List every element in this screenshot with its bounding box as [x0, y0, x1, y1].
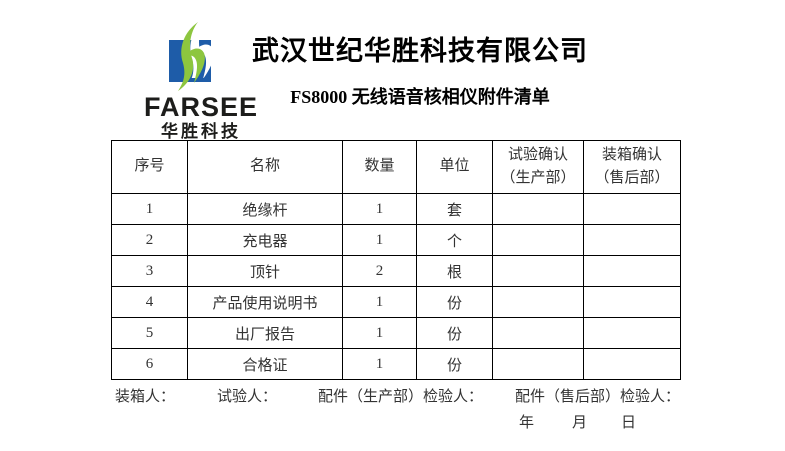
cell-qty: 1 — [342, 348, 417, 380]
cell-no: 6 — [111, 348, 188, 380]
cell-pack-confirm — [583, 348, 681, 380]
cell-test-confirm — [492, 193, 584, 225]
cell-unit: 套 — [416, 193, 493, 225]
farsee-logo-mark — [169, 22, 214, 91]
cell-test-confirm — [492, 317, 584, 349]
cell-qty: 1 — [342, 317, 417, 349]
table-row: 2 充电器 1 个 — [111, 224, 681, 256]
cell-pack-confirm — [583, 317, 681, 349]
tester-label: 试验人： — [217, 389, 278, 405]
cell-qty: 2 — [342, 255, 417, 287]
cell-pack-confirm — [583, 286, 681, 318]
logo-brand-text: FARSEE — [143, 92, 259, 122]
table-row: 1 绝缘杆 1 套 — [111, 193, 681, 225]
prod-inspector-label: 配件（生产部）检验人： — [318, 389, 484, 405]
date-month-label: 月 — [572, 415, 588, 431]
accessory-table: 序号 名称 数量 单位 试验确认 （生产部） 装箱确认 （售后部） 1 绝缘杆 … — [111, 140, 681, 380]
col-header-pack-confirm: 装箱确认 （售后部） — [583, 140, 681, 194]
date-day-label: 日 — [621, 415, 637, 431]
cell-name: 出厂报告 — [187, 317, 343, 349]
packer-label: 装箱人： — [115, 389, 176, 405]
company-name: 武汉世纪华胜科技有限公司 — [252, 36, 588, 66]
table-row: 6 合格证 1 份 — [111, 348, 681, 380]
cell-name: 顶针 — [187, 255, 343, 287]
cell-name: 合格证 — [187, 348, 343, 380]
after-inspector-label: 配件（售后部）检验人： — [515, 389, 681, 405]
cell-pack-confirm — [583, 193, 681, 225]
col-header-unit: 单位 — [416, 140, 493, 194]
cell-test-confirm — [492, 255, 584, 287]
table-header-row: 序号 名称 数量 单位 试验确认 （生产部） 装箱确认 （售后部） — [111, 140, 681, 194]
cell-unit: 份 — [416, 348, 493, 380]
cell-no: 4 — [111, 286, 188, 318]
col-header-no: 序号 — [111, 140, 188, 194]
company-logo: FARSEE 华胜科技 — [140, 22, 262, 142]
cell-name: 产品使用说明书 — [187, 286, 343, 318]
document-title: FS8000 无线语音核相仪附件清单 — [290, 87, 550, 108]
cell-unit: 个 — [416, 224, 493, 256]
cell-no: 1 — [111, 193, 188, 225]
cell-qty: 1 — [342, 193, 417, 225]
cell-unit: 根 — [416, 255, 493, 287]
cell-name: 绝缘杆 — [187, 193, 343, 225]
cell-no: 2 — [111, 224, 188, 256]
col-header-test-confirm: 试验确认 （生产部） — [492, 140, 584, 194]
cell-test-confirm — [492, 348, 584, 380]
table-row: 4 产品使用说明书 1 份 — [111, 286, 681, 318]
date-year-label: 年 — [519, 415, 535, 431]
cell-name: 充电器 — [187, 224, 343, 256]
cell-test-confirm — [492, 286, 584, 318]
cell-no: 3 — [111, 255, 188, 287]
cell-pack-confirm — [583, 255, 681, 287]
col-header-name: 名称 — [187, 140, 343, 194]
cell-qty: 1 — [342, 286, 417, 318]
table-row: 5 出厂报告 1 份 — [111, 317, 681, 349]
table-row: 3 顶针 2 根 — [111, 255, 681, 287]
logo-subbrand-text: 华胜科技 — [161, 122, 241, 141]
cell-pack-confirm — [583, 224, 681, 256]
cell-test-confirm — [492, 224, 584, 256]
title-block: 武汉世纪华胜科技有限公司 FS8000 无线语音核相仪附件清单 — [250, 36, 590, 108]
col-header-qty: 数量 — [342, 140, 417, 194]
cell-no: 5 — [111, 317, 188, 349]
cell-qty: 1 — [342, 224, 417, 256]
cell-unit: 份 — [416, 317, 493, 349]
cell-unit: 份 — [416, 286, 493, 318]
